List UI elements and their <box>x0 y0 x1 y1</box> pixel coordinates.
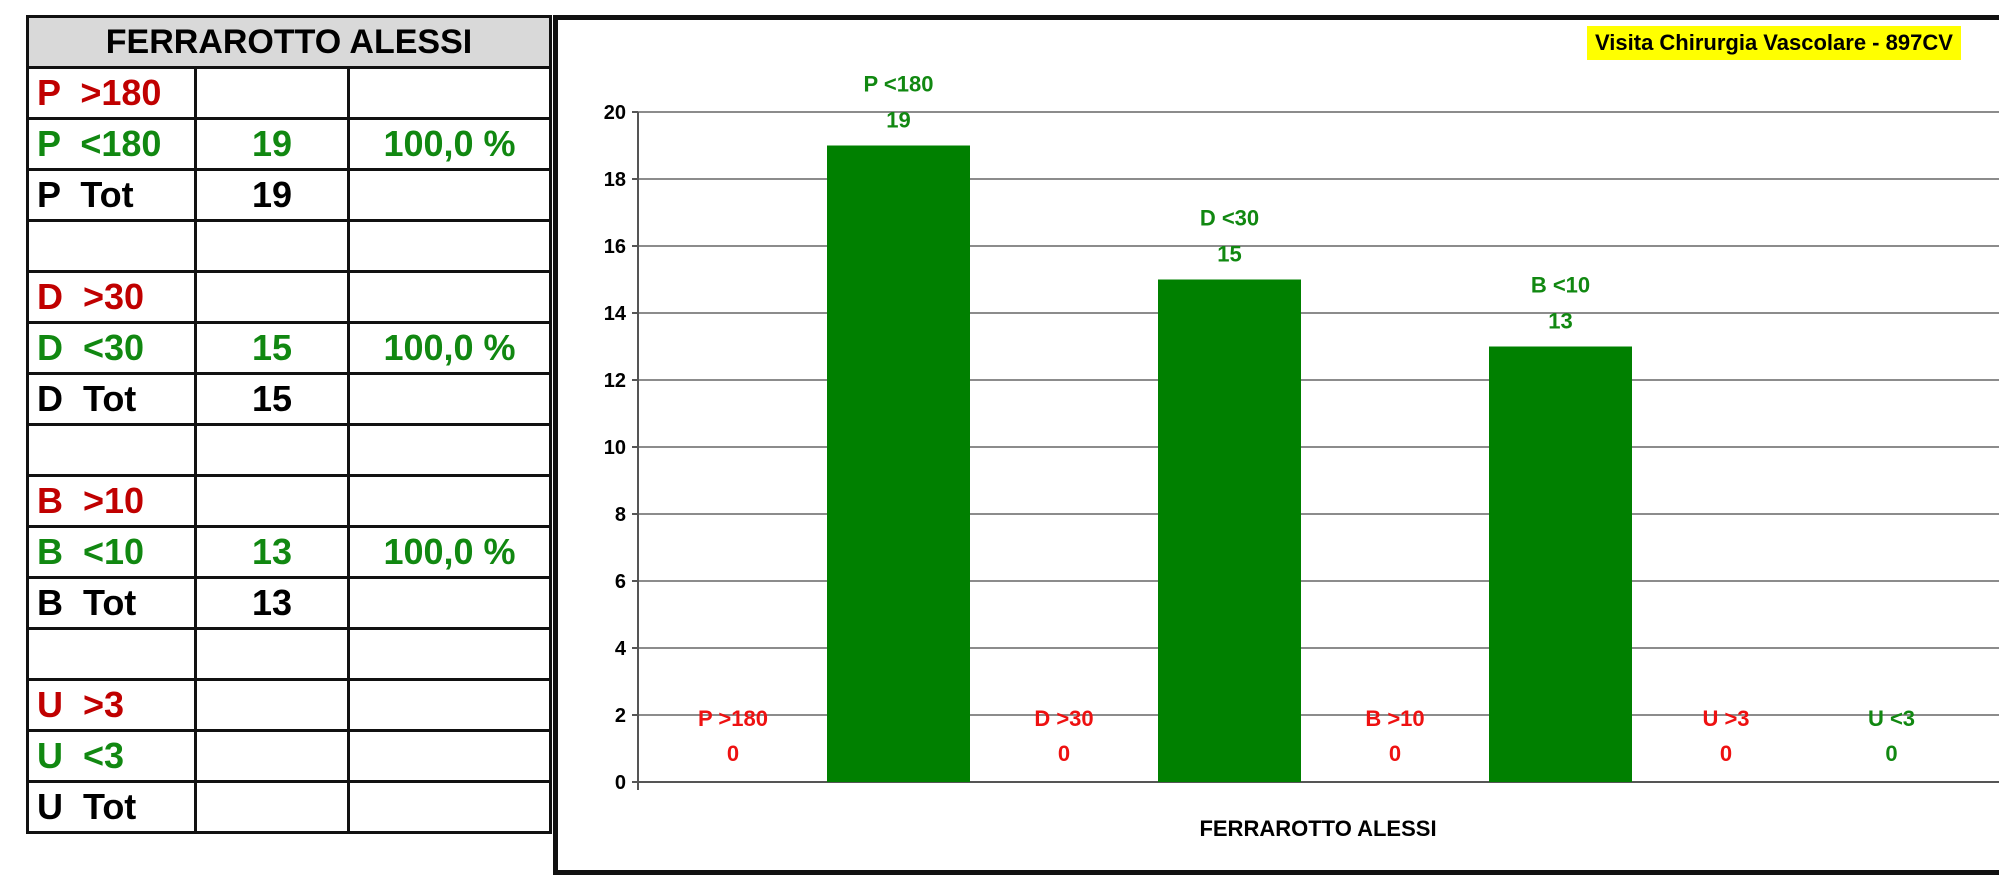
row-percent: 100,0 % <box>346 321 553 375</box>
table-row <box>26 423 553 477</box>
row-percent <box>346 780 553 834</box>
row-value: 13 <box>194 576 350 630</box>
row-label: D Tot <box>26 372 197 426</box>
y-tick-label: 4 <box>615 638 627 660</box>
row-label: U >3 <box>26 678 197 732</box>
row-value <box>194 780 350 834</box>
y-tick-label: 10 <box>604 437 626 459</box>
bar-value-label: 0 <box>1058 741 1070 766</box>
report-tag: Visita Chirurgia Vascolare - 897CV <box>1587 26 1961 60</box>
y-tick-label: 12 <box>604 370 626 392</box>
row-percent <box>346 270 553 324</box>
stats-table-container: FERRAROTTO ALESSI P >180 P <180 19 100,0 % P… <box>25 15 553 834</box>
table-row: P Tot 19 <box>26 168 553 222</box>
table-row: D Tot 15 <box>26 372 553 426</box>
row-percent: 100,0 % <box>346 525 553 579</box>
table-row: U Tot <box>26 780 553 834</box>
stats-table: FERRAROTTO ALESSI P >180 P <180 19 100,0 % P… <box>25 15 553 834</box>
table-row: P <180 19 100,0 % <box>26 117 553 171</box>
row-value <box>194 678 350 732</box>
x-axis-label: FERRAROTTO ALESSI <box>1199 816 1436 841</box>
bar-value-label: 15 <box>1217 242 1241 267</box>
bar-value-label: 0 <box>1885 741 1897 766</box>
row-value <box>194 474 350 528</box>
bar-value-label: 0 <box>1389 741 1401 766</box>
row-value: 19 <box>194 117 350 171</box>
row-label: P <180 <box>26 117 197 171</box>
row-value: 15 <box>194 372 350 426</box>
row-value <box>194 219 350 273</box>
bars <box>827 145 1632 782</box>
bar-category-label: U >3 <box>1702 706 1749 731</box>
row-percent <box>346 474 553 528</box>
y-tick-label: 8 <box>615 504 626 526</box>
bar <box>1489 346 1632 782</box>
table-title: FERRAROTTO ALESSI <box>25 15 553 69</box>
bar-category-label: P >180 <box>698 706 768 731</box>
y-tick-label: 0 <box>615 772 626 794</box>
table-row: D >30 <box>26 270 553 324</box>
row-label: B >10 <box>26 474 197 528</box>
row-label: P Tot <box>26 168 197 222</box>
row-label: U Tot <box>26 780 197 834</box>
row-value <box>194 66 350 120</box>
row-percent <box>346 372 553 426</box>
y-tick-label: 6 <box>615 571 626 593</box>
row-label: D >30 <box>26 270 197 324</box>
row-value <box>194 627 350 681</box>
table-row: B <10 13 100,0 % <box>26 525 553 579</box>
bar-value-label: 13 <box>1548 309 1572 334</box>
row-label: D <30 <box>26 321 197 375</box>
table-header-row: FERRAROTTO ALESSI <box>25 15 553 69</box>
row-label <box>26 627 197 681</box>
table-row: U >3 <box>26 678 553 732</box>
bar-category-label: B <10 <box>1531 273 1590 298</box>
y-tick-label: 16 <box>604 236 626 258</box>
bar-value-label: 0 <box>727 741 739 766</box>
bar-category-label: B >10 <box>1365 706 1424 731</box>
y-tick-label: 20 <box>604 102 626 124</box>
row-percent <box>346 168 553 222</box>
bar-category-label: D >30 <box>1034 706 1093 731</box>
table-row: P >180 <box>26 66 553 120</box>
bar-category-label: D <30 <box>1200 206 1259 231</box>
row-percent <box>346 219 553 273</box>
bar-category-label: P <180 <box>864 72 934 97</box>
y-tick-label: 14 <box>604 303 627 325</box>
row-label: U <3 <box>26 729 197 783</box>
row-value <box>194 270 350 324</box>
row-label: B <10 <box>26 525 197 579</box>
row-label: B Tot <box>26 576 197 630</box>
row-percent <box>346 678 553 732</box>
row-value <box>194 729 350 783</box>
row-value: 13 <box>194 525 350 579</box>
bar <box>1158 279 1301 782</box>
table-row: B >10 <box>26 474 553 528</box>
row-percent <box>346 729 553 783</box>
y-tick-label: 18 <box>604 169 626 191</box>
table-row: D <30 15 100,0 % <box>26 321 553 375</box>
row-label <box>26 219 197 273</box>
row-value: 15 <box>194 321 350 375</box>
bar-category-label: U <3 <box>1868 706 1915 731</box>
row-percent <box>346 627 553 681</box>
table-row <box>26 627 553 681</box>
row-value: 19 <box>194 168 350 222</box>
table-row: B Tot 13 <box>26 576 553 630</box>
table-row: U <3 <box>26 729 553 783</box>
bar <box>827 145 970 782</box>
row-value <box>194 423 350 477</box>
bar-value-label: 19 <box>886 108 910 133</box>
row-percent <box>346 423 553 477</box>
row-label: P >180 <box>26 66 197 120</box>
row-percent: 100,0 % <box>346 117 553 171</box>
table-row <box>26 219 553 273</box>
row-label <box>26 423 197 477</box>
row-percent <box>346 66 553 120</box>
bar-value-label: 0 <box>1720 741 1732 766</box>
bar-chart: 0 2 4 6 8 10 12 14 16 18 20 P >180 0 P <180 19 D >30 0 D… <box>604 72 1999 841</box>
row-percent <box>346 576 553 630</box>
y-tick-label: 2 <box>615 705 626 727</box>
data-labels: P >180 0 P <180 19 D >30 0 D <30 15 B >10 0 B <10 1… <box>698 72 1915 767</box>
